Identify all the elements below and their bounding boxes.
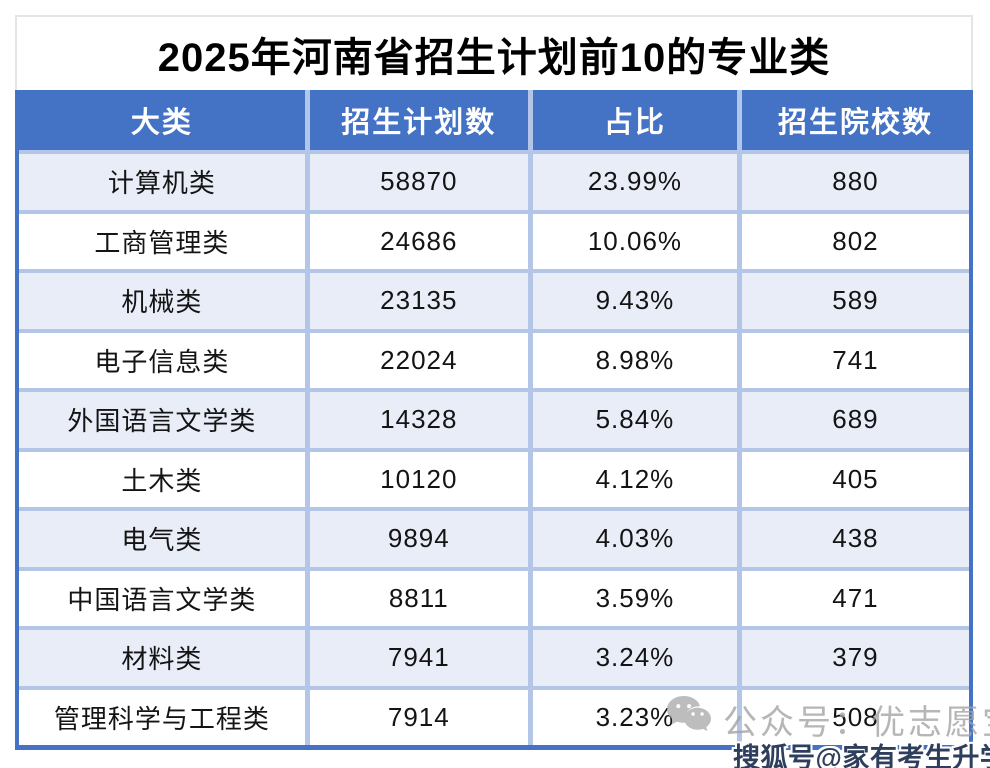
cell-percentage: 5.84% xyxy=(533,392,742,448)
cell-plan-count: 10120 xyxy=(310,451,533,507)
table-row: 中国语言文学类 8811 3.59% 471 xyxy=(19,566,969,626)
cell-school-count: 689 xyxy=(832,404,879,435)
table-row: 电气类 9894 4.03% 438 xyxy=(19,507,969,567)
table-body: 计算机类 58870 23.99% 880 工商管理类 24686 10.06%… xyxy=(19,150,969,745)
table-header-row: 大类 招生计划数 占比 招生院校数 xyxy=(19,90,969,150)
cell-school-count: 741 xyxy=(832,344,879,375)
table-row: 土木类 10120 4.12% 405 xyxy=(19,447,969,507)
cell-category: 材料类 xyxy=(19,630,310,686)
cell-school-count: 880 xyxy=(832,166,879,197)
cell-plan-count: 58870 xyxy=(310,154,533,210)
column-header-percentage: 占比 xyxy=(533,90,742,150)
cell-percentage: 3.24% xyxy=(533,630,742,686)
cell-category: 机械类 xyxy=(19,273,310,329)
table-row: 材料类 7941 3.24% 379 xyxy=(19,626,969,686)
column-header-plan-count: 招生计划数 xyxy=(310,90,533,150)
column-header-category: 大类 xyxy=(19,90,310,150)
cell-category: 电气类 xyxy=(19,511,310,567)
cell-category: 外国语言文学类 xyxy=(19,392,310,448)
cell-percentage: 23.99% xyxy=(533,154,742,210)
cell-category: 土木类 xyxy=(19,451,310,507)
cell-plan-count: 23135 xyxy=(310,273,533,329)
cell-percentage: 9.43% xyxy=(533,273,742,329)
table-row: 电子信息类 22024 8.98% 741 xyxy=(19,328,969,388)
cell-school-count: 589 xyxy=(832,285,879,316)
table-row: 机械类 23135 9.43% 589 xyxy=(19,269,969,329)
column-header-school-count: 招生院校数 xyxy=(777,107,933,139)
cell-plan-count: 22024 xyxy=(310,332,533,388)
table-row: 管理科学与工程类 7914 3.23% 508 xyxy=(19,685,969,745)
enrollment-table: 大类 招生计划数 占比 招生院校数 计算机类 58870 23.99% 880 … xyxy=(15,90,973,750)
table-row: 计算机类 58870 23.99% 880 xyxy=(19,150,969,210)
cell-school-count: 508 xyxy=(832,701,879,732)
cell-school-count: 405 xyxy=(832,463,879,494)
cell-plan-count: 14328 xyxy=(310,392,533,448)
cell-percentage: 10.06% xyxy=(533,213,742,269)
cell-percentage: 4.03% xyxy=(533,511,742,567)
cell-percentage: 3.23% xyxy=(533,689,742,745)
cell-plan-count: 7941 xyxy=(310,630,533,686)
cell-category: 工商管理类 xyxy=(19,213,310,269)
cell-plan-count: 9894 xyxy=(310,511,533,567)
cell-percentage: 4.12% xyxy=(533,451,742,507)
cell-category: 中国语言文学类 xyxy=(19,570,310,626)
table-row: 工商管理类 24686 10.06% 802 xyxy=(19,209,969,269)
table-row: 外国语言文学类 14328 5.84% 689 xyxy=(19,388,969,448)
cell-percentage: 3.59% xyxy=(533,570,742,626)
cell-school-count: 379 xyxy=(832,642,879,673)
title-box: 2025年河南省招生计划前10的专业类 xyxy=(15,15,973,90)
cell-school-count: 438 xyxy=(832,523,879,554)
cell-category: 计算机类 xyxy=(19,154,310,210)
cell-category: 管理科学与工程类 xyxy=(19,689,310,745)
cell-plan-count: 8811 xyxy=(310,570,533,626)
cell-plan-count: 7914 xyxy=(310,689,533,745)
cell-plan-count: 24686 xyxy=(310,213,533,269)
cell-school-count: 471 xyxy=(832,582,879,613)
page-title: 2025年河南省招生计划前10的专业类 xyxy=(157,35,831,80)
cell-percentage: 8.98% xyxy=(533,332,742,388)
infographic-page: 2025年河南省招生计划前10的专业类 大类 招生计划数 占比 招生院校数 计算… xyxy=(15,15,973,750)
cell-category: 电子信息类 xyxy=(19,332,310,388)
cell-school-count: 802 xyxy=(832,225,879,256)
